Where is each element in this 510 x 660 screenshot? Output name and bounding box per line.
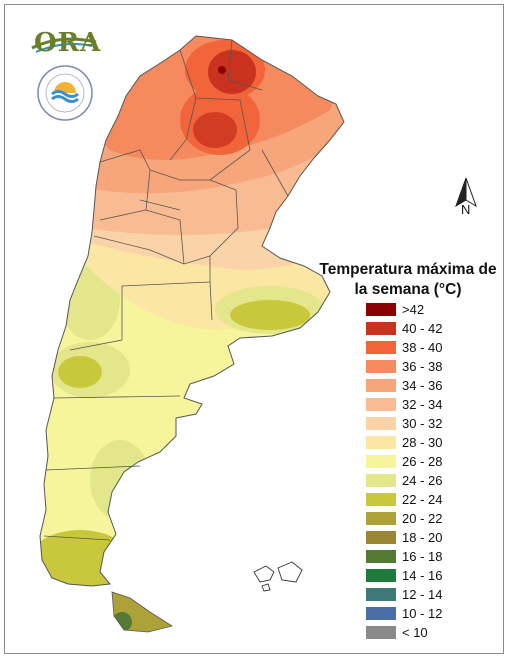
legend-swatch [366, 322, 396, 335]
legend-label: 32 - 34 [402, 397, 443, 412]
legend-swatch [366, 626, 396, 639]
province-borders [43, 39, 289, 541]
legend-label: < 10 [402, 625, 428, 640]
north-arrow-icon [455, 177, 477, 208]
legend-swatch [366, 531, 396, 544]
legend-label: 14 - 16 [402, 568, 443, 583]
legend-label: 38 - 40 [402, 340, 443, 355]
legend-swatch [366, 455, 396, 468]
legend-swatch [366, 474, 396, 487]
legend-swatch [366, 607, 396, 620]
legend-label: >42 [402, 302, 425, 317]
legend-label: 10 - 12 [402, 606, 443, 621]
legend-label: 26 - 28 [402, 454, 443, 469]
legend-swatch [366, 417, 396, 430]
malvinas-islands [253, 561, 303, 592]
legend-swatch [366, 303, 396, 316]
legend-label: 24 - 26 [402, 473, 443, 488]
legend-swatch [366, 512, 396, 525]
ora-swoosh-icon [31, 37, 97, 53]
legend-label: 36 - 38 [402, 359, 443, 374]
ora-logo-text: ORA [34, 28, 102, 58]
legend-label: 40 - 42 [402, 321, 443, 336]
legend-swatch [366, 398, 396, 411]
legend-label: 22 - 24 [402, 492, 443, 507]
legend-swatch [366, 569, 396, 582]
tierra-del-fuego [111, 591, 174, 633]
legend-title: Temperatura máxima de la semana (°C) [319, 261, 497, 298]
legend-swatch [366, 436, 396, 449]
seal-icon [36, 64, 94, 122]
legend-swatch [366, 550, 396, 563]
legend-label: 20 - 22 [402, 511, 443, 526]
legend-swatch [366, 493, 396, 506]
legend-label: 18 - 20 [402, 530, 443, 545]
ora-logo: ORA [30, 28, 100, 60]
legend-swatch [366, 379, 396, 392]
north-label: N [461, 202, 471, 217]
map-frame [4, 4, 504, 654]
legend-swatch [366, 341, 396, 354]
legend-label: 28 - 30 [402, 435, 443, 450]
legend-label: 16 - 18 [402, 549, 443, 564]
legend-label: 30 - 32 [402, 416, 443, 431]
legend-label: 12 - 14 [402, 587, 443, 602]
legend-swatch [366, 588, 396, 601]
temperature-zones [40, 36, 344, 586]
legend-swatch [366, 360, 396, 373]
legend-label: 34 - 36 [402, 378, 443, 393]
